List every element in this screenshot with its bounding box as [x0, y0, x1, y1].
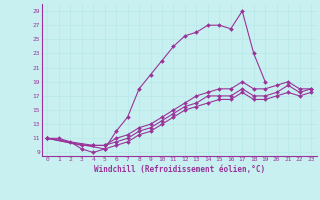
X-axis label: Windchill (Refroidissement éolien,°C): Windchill (Refroidissement éolien,°C)	[94, 165, 265, 174]
